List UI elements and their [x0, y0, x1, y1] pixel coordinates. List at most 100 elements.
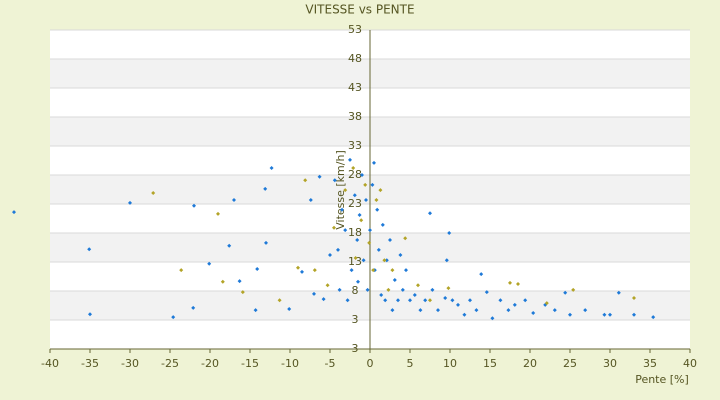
data-point	[332, 178, 337, 183]
data-point	[379, 293, 384, 298]
x-tick-label: -30	[121, 357, 139, 370]
data-point	[403, 236, 408, 241]
data-point	[602, 312, 607, 317]
data-point	[418, 308, 423, 313]
data-point	[571, 287, 576, 292]
data-point	[345, 298, 350, 303]
data-point	[325, 283, 330, 288]
data-point	[216, 211, 220, 216]
data-point	[370, 182, 375, 187]
data-point	[128, 200, 132, 205]
data-point	[400, 287, 405, 292]
data-point	[456, 302, 460, 307]
data-point	[227, 243, 232, 248]
data-point	[374, 197, 379, 202]
data-point	[428, 211, 432, 216]
data-point	[352, 193, 357, 198]
data-point	[506, 308, 511, 313]
data-point	[321, 297, 326, 302]
x-tick-label: 30	[603, 357, 617, 370]
data-point	[355, 237, 360, 242]
data-point	[531, 311, 536, 316]
data-point	[398, 253, 403, 258]
data-point	[516, 282, 520, 287]
data-point	[484, 290, 489, 295]
data-point	[363, 182, 368, 187]
x-tick-label: -15	[241, 357, 259, 370]
y-tick-label: 18	[348, 226, 362, 239]
x-tick-label: -10	[281, 357, 299, 370]
data-point	[474, 308, 479, 313]
data-point	[356, 279, 360, 284]
data-point	[552, 308, 557, 313]
y-tick-label: 53	[348, 23, 362, 36]
chart-title: VITESSE vs PENTE	[305, 3, 414, 17]
data-point	[412, 293, 417, 298]
data-point	[365, 287, 370, 292]
data-point	[490, 316, 495, 321]
data-point	[616, 290, 621, 295]
data-point	[343, 188, 348, 193]
data-point	[390, 268, 395, 273]
data-point	[408, 298, 412, 303]
data-point	[371, 268, 376, 273]
data-point	[364, 197, 368, 202]
data-point	[357, 213, 362, 218]
data-point	[372, 160, 376, 165]
data-point	[303, 178, 308, 183]
data-point	[444, 258, 449, 263]
data-point	[287, 306, 292, 311]
x-tick-label: -35	[81, 357, 99, 370]
data-point	[462, 312, 467, 317]
data-point	[563, 290, 568, 295]
data-point	[317, 174, 322, 179]
data-point	[171, 315, 176, 320]
data-point	[263, 186, 268, 191]
data-point	[336, 247, 340, 252]
data-point	[376, 247, 381, 252]
data-point	[512, 302, 517, 307]
data-point	[544, 301, 549, 306]
data-point	[220, 279, 225, 284]
data-point	[392, 277, 397, 282]
data-point	[332, 225, 336, 230]
data-point	[253, 308, 258, 313]
data-point	[296, 265, 300, 270]
data-point	[151, 190, 156, 195]
data-point	[390, 308, 395, 313]
y-tick-label: 28	[348, 168, 362, 181]
y-tick-label: 8	[352, 284, 359, 297]
data-point	[88, 312, 92, 317]
data-point	[349, 268, 354, 273]
y-tick-label: 13	[348, 255, 362, 268]
y-tick-label: 43	[348, 81, 362, 94]
data-point	[416, 283, 420, 288]
data-point	[608, 312, 612, 317]
data-point	[360, 173, 364, 177]
data-point	[632, 295, 636, 300]
data-point	[378, 188, 383, 193]
data-point	[388, 237, 392, 242]
data-point	[87, 247, 92, 252]
data-point	[430, 287, 435, 292]
data-point	[447, 231, 452, 235]
y-tick-label: 3	[352, 313, 359, 326]
data-point	[382, 258, 387, 263]
x-tick-label: -25	[161, 357, 179, 370]
data-point	[450, 298, 455, 303]
data-point	[348, 157, 352, 162]
data-point	[269, 166, 274, 171]
x-tick-label: -5	[325, 357, 336, 370]
data-point	[428, 298, 432, 303]
x-tick-label: 5	[407, 357, 414, 370]
y-tick-label: 33	[348, 139, 362, 152]
x-tick-label: 15	[483, 357, 497, 370]
data-point	[337, 287, 342, 292]
data-point	[353, 255, 358, 260]
data-point	[446, 286, 451, 291]
data-point	[498, 298, 503, 303]
y-tick-label: 38	[348, 110, 362, 123]
data-point	[386, 287, 391, 292]
x-tick-label: 20	[523, 357, 537, 370]
